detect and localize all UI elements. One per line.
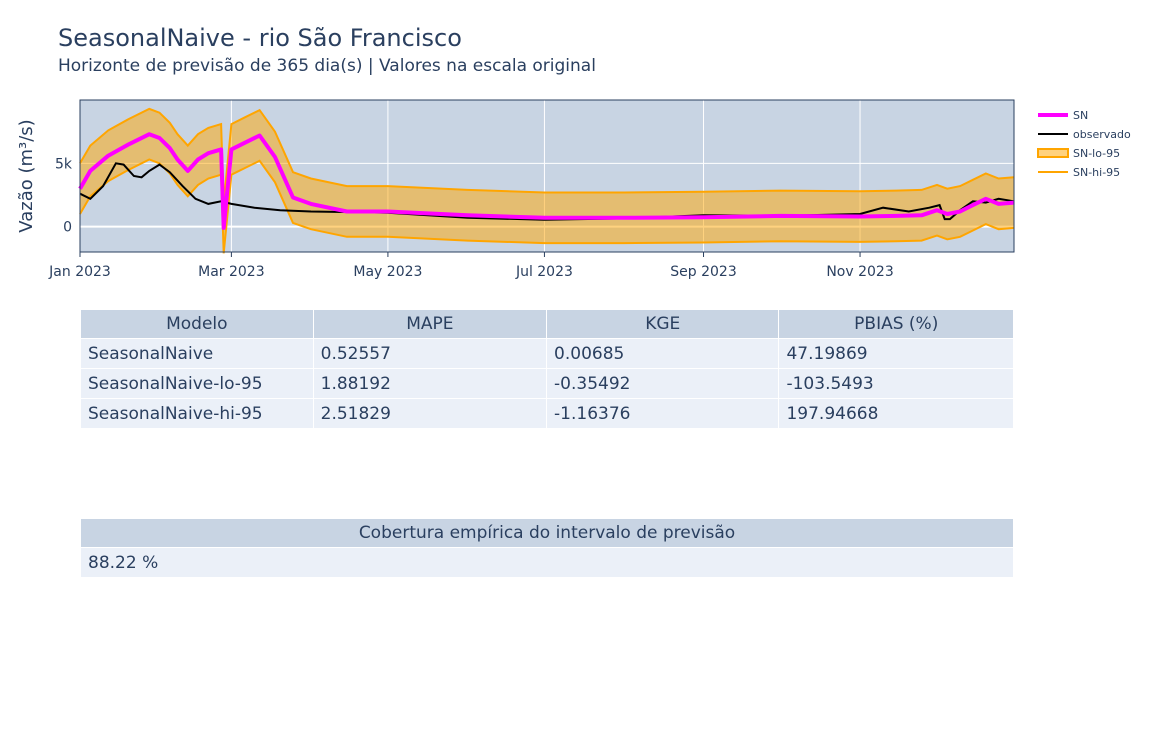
chart-title: SeasonalNaive - rio São Francisco	[58, 24, 462, 52]
coverage-table: Cobertura empírica do intervalo de previ…	[81, 519, 1014, 578]
table-cell: 1.88192	[313, 369, 548, 399]
metrics-header-cell: MAPE	[313, 310, 548, 339]
metrics-header-row: Modelo MAPE KGE PBIAS (%)	[81, 310, 1014, 339]
y-axis-title: Vazão (m³/s)	[16, 119, 37, 232]
table-row: SeasonalNaive 0.52557 0.00685 47.19869	[81, 339, 1014, 369]
x-tick-label: Jul 2023	[515, 264, 573, 280]
table-cell: -1.16376	[547, 399, 780, 429]
table-row: SeasonalNaive-hi-95 2.51829 -1.16376 197…	[81, 399, 1014, 429]
metrics-table: Modelo MAPE KGE PBIAS (%) SeasonalNaive …	[81, 310, 1014, 429]
metrics-header-cell: KGE	[547, 310, 780, 339]
coverage-header-row: Cobertura empírica do intervalo de previ…	[81, 519, 1014, 548]
coverage-value-cell: 88.22 %	[81, 548, 1014, 578]
legend-label: SN	[1073, 109, 1088, 122]
x-tick-label: Nov 2023	[826, 264, 893, 280]
metrics-header-cell: Modelo	[81, 310, 314, 339]
legend-swatch-sn-lo-95	[1037, 148, 1069, 158]
y-tick-label: 0	[63, 220, 72, 236]
coverage-header-cell: Cobertura empírica do intervalo de previ…	[81, 519, 1014, 548]
table-cell: SeasonalNaive-lo-95	[81, 369, 314, 399]
x-tick-label: Mar 2023	[198, 264, 265, 280]
x-tick-label: Jan 2023	[48, 264, 111, 280]
x-tick-label: May 2023	[353, 264, 422, 280]
series-line-sn-hi-95	[79, 107, 1015, 203]
table-cell: 0.52557	[313, 339, 548, 369]
table-cell: -0.35492	[547, 369, 780, 399]
plot-border	[79, 99, 1015, 253]
table-cell: 47.19869	[779, 339, 1014, 369]
series-line-sn	[78, 132, 1015, 230]
table-row: 88.22 %	[81, 548, 1014, 578]
table-cell: -103.5493	[779, 369, 1014, 399]
table-cell: 0.00685	[547, 339, 780, 369]
legend-label: observado	[1073, 128, 1131, 141]
legend-label: SN-lo-95	[1073, 147, 1120, 160]
table-cell: 197.94668	[779, 399, 1014, 429]
table-cell: SeasonalNaive-hi-95	[81, 399, 314, 429]
legend-label: SN-hi-95	[1073, 166, 1120, 179]
table-cell: 2.51829	[313, 399, 548, 429]
table-cell: SeasonalNaive	[81, 339, 314, 369]
metrics-header-cell: PBIAS (%)	[779, 310, 1014, 339]
forecast-chart: Jan 2023 Mar 2023 May 2023 Jul 2023 Sep 2023…	[16, 99, 1131, 280]
x-tick-label: Sep 2023	[670, 264, 736, 280]
y-tick-label: 5k	[55, 156, 73, 172]
table-row: SeasonalNaive-lo-95 1.88192 -0.35492 -10…	[81, 369, 1014, 399]
chart-subtitle: Horizonte de previsão de 365 dia(s) | Va…	[58, 56, 596, 76]
